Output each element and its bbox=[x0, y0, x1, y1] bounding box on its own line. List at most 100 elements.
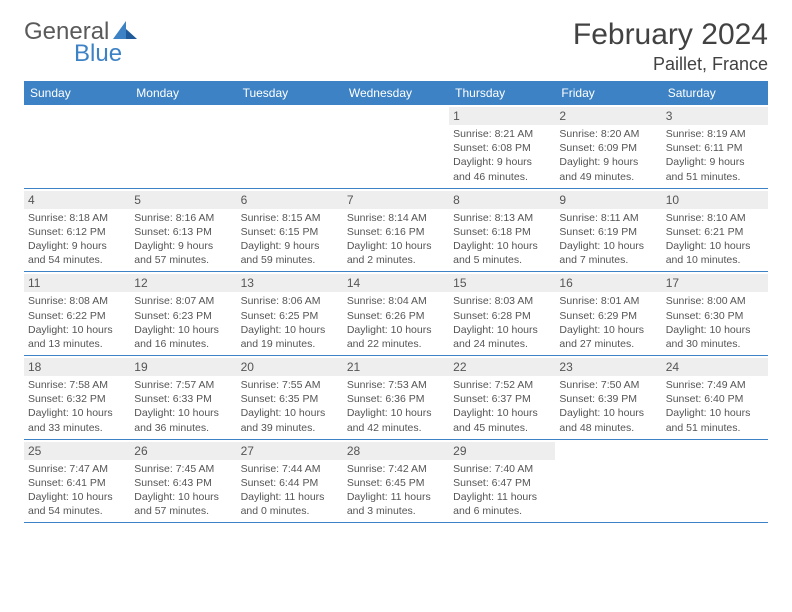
weekday-label: Wednesday bbox=[343, 81, 449, 105]
calendar-day-cell: 1 Sunrise: 8:21 AMSunset: 6:08 PMDaylight… bbox=[449, 105, 555, 188]
calendar-day-cell: 19 Sunrise: 7:57 AMSunset: 6:33 PMDayligh… bbox=[130, 356, 236, 439]
calendar-day-cell: 24Sunrise: 7:49 AMSunset: 6:40 PMDayligh… bbox=[662, 356, 768, 439]
weekday-label: Sunday bbox=[24, 81, 130, 105]
calendar-day-cell: 5 Sunrise: 8:16 AMSunset: 6:13 PMDaylight… bbox=[130, 189, 236, 272]
weekday-label: Monday bbox=[130, 81, 236, 105]
calendar-day-cell: 6 Sunrise: 8:15 AMSunset: 6:15 PMDaylight… bbox=[237, 189, 343, 272]
day-info: Sunrise: 7:58 AMSunset: 6:32 PMDaylight:… bbox=[28, 378, 126, 435]
day-number: 13 bbox=[237, 274, 343, 292]
day-info: Sunrise: 7:47 AMSunset: 6:41 PMDaylight:… bbox=[28, 462, 126, 519]
brand-logo: General Blue bbox=[24, 18, 139, 68]
calendar-empty-cell bbox=[555, 440, 661, 523]
calendar-empty-cell bbox=[130, 105, 236, 188]
calendar-day-cell: 11Sunrise: 8:08 AMSunset: 6:22 PMDayligh… bbox=[24, 272, 130, 355]
day-number: 22 bbox=[449, 358, 555, 376]
calendar-day-cell: 29 Sunrise: 7:40 AMSunset: 6:47 PMDayligh… bbox=[449, 440, 555, 523]
calendar-day-cell: 25 Sunrise: 7:47 AMSunset: 6:41 PMDayligh… bbox=[24, 440, 130, 523]
day-number: 3 bbox=[662, 107, 768, 125]
day-number: 11 bbox=[24, 274, 130, 292]
weekday-header-row: SundayMondayTuesdayWednesdayThursdayFrid… bbox=[24, 81, 768, 105]
day-info: Sunrise: 8:07 AMSunset: 6:23 PMDaylight:… bbox=[134, 294, 232, 351]
day-info: Sunrise: 8:19 AMSunset: 6:11 PMDaylight:… bbox=[666, 127, 764, 184]
weekday-label: Friday bbox=[555, 81, 661, 105]
day-info: Sunrise: 8:06 AMSunset: 6:25 PMDaylight:… bbox=[241, 294, 339, 351]
day-number: 28 bbox=[343, 442, 449, 460]
day-info: Sunrise: 7:42 AMSunset: 6:45 PMDaylight:… bbox=[347, 462, 445, 519]
day-number: 5 bbox=[130, 191, 236, 209]
day-number: 26 bbox=[130, 442, 236, 460]
calendar-day-cell: 14 Sunrise: 8:04 AMSunset: 6:26 PMDayligh… bbox=[343, 272, 449, 355]
day-info: Sunrise: 8:20 AMSunset: 6:09 PMDaylight:… bbox=[559, 127, 657, 184]
page-header: General Blue February 2024 Paillet, Fran… bbox=[24, 18, 768, 75]
day-info: Sunrise: 8:18 AMSunset: 6:12 PMDaylight:… bbox=[28, 211, 126, 268]
calendar-week-row: 1 Sunrise: 8:21 AMSunset: 6:08 PMDaylight… bbox=[24, 105, 768, 189]
day-number: 21 bbox=[343, 358, 449, 376]
calendar-day-cell: 21 Sunrise: 7:53 AMSunset: 6:36 PMDayligh… bbox=[343, 356, 449, 439]
day-info: Sunrise: 8:16 AMSunset: 6:13 PMDaylight:… bbox=[134, 211, 232, 268]
location-label: Paillet, France bbox=[573, 54, 768, 75]
calendar-day-cell: 18 Sunrise: 7:58 AMSunset: 6:32 PMDayligh… bbox=[24, 356, 130, 439]
calendar-day-cell: 16Sunrise: 8:01 AMSunset: 6:29 PMDayligh… bbox=[555, 272, 661, 355]
day-number: 1 bbox=[449, 107, 555, 125]
day-number: 2 bbox=[555, 107, 661, 125]
calendar-day-cell: 27Sunrise: 7:44 AMSunset: 6:44 PMDayligh… bbox=[237, 440, 343, 523]
calendar-day-cell: 12 Sunrise: 8:07 AMSunset: 6:23 PMDayligh… bbox=[130, 272, 236, 355]
calendar-empty-cell bbox=[662, 440, 768, 523]
day-number: 23 bbox=[555, 358, 661, 376]
day-info: Sunrise: 7:45 AMSunset: 6:43 PMDaylight:… bbox=[134, 462, 232, 519]
day-number: 17 bbox=[662, 274, 768, 292]
calendar-day-cell: 15Sunrise: 8:03 AMSunset: 6:28 PMDayligh… bbox=[449, 272, 555, 355]
day-number: 8 bbox=[449, 191, 555, 209]
day-number: 29 bbox=[449, 442, 555, 460]
day-number: 9 bbox=[555, 191, 661, 209]
day-number: 6 bbox=[237, 191, 343, 209]
weeks-container: 1 Sunrise: 8:21 AMSunset: 6:08 PMDaylight… bbox=[24, 105, 768, 523]
day-info: Sunrise: 8:15 AMSunset: 6:15 PMDaylight:… bbox=[241, 211, 339, 268]
day-number: 14 bbox=[343, 274, 449, 292]
day-number: 16 bbox=[555, 274, 661, 292]
day-info: Sunrise: 8:21 AMSunset: 6:08 PMDaylight:… bbox=[453, 127, 551, 184]
day-info: Sunrise: 7:52 AMSunset: 6:37 PMDaylight:… bbox=[453, 378, 551, 435]
day-number: 7 bbox=[343, 191, 449, 209]
calendar-day-cell: 9 Sunrise: 8:11 AMSunset: 6:19 PMDaylight… bbox=[555, 189, 661, 272]
day-info: Sunrise: 7:55 AMSunset: 6:35 PMDaylight:… bbox=[241, 378, 339, 435]
day-info: Sunrise: 7:50 AMSunset: 6:39 PMDaylight:… bbox=[559, 378, 657, 435]
calendar-day-cell: 17 Sunrise: 8:00 AMSunset: 6:30 PMDayligh… bbox=[662, 272, 768, 355]
day-number: 12 bbox=[130, 274, 236, 292]
calendar-day-cell: 26 Sunrise: 7:45 AMSunset: 6:43 PMDayligh… bbox=[130, 440, 236, 523]
day-info: Sunrise: 8:04 AMSunset: 6:26 PMDaylight:… bbox=[347, 294, 445, 351]
day-info: Sunrise: 8:00 AMSunset: 6:30 PMDaylight:… bbox=[666, 294, 764, 351]
day-number: 18 bbox=[24, 358, 130, 376]
day-info: Sunrise: 8:13 AMSunset: 6:18 PMDaylight:… bbox=[453, 211, 551, 268]
day-info: Sunrise: 7:40 AMSunset: 6:47 PMDaylight:… bbox=[453, 462, 551, 519]
weekday-label: Thursday bbox=[449, 81, 555, 105]
day-info: Sunrise: 8:14 AMSunset: 6:16 PMDaylight:… bbox=[347, 211, 445, 268]
day-number: 25 bbox=[24, 442, 130, 460]
day-number: 4 bbox=[24, 191, 130, 209]
calendar-week-row: 4 Sunrise: 8:18 AMSunset: 6:12 PMDaylight… bbox=[24, 189, 768, 273]
title-block: February 2024 Paillet, France bbox=[573, 18, 768, 75]
day-info: Sunrise: 7:53 AMSunset: 6:36 PMDaylight:… bbox=[347, 378, 445, 435]
day-number: 15 bbox=[449, 274, 555, 292]
calendar-empty-cell bbox=[343, 105, 449, 188]
calendar-page: General Blue February 2024 Paillet, Fran… bbox=[0, 0, 792, 541]
day-number: 19 bbox=[130, 358, 236, 376]
logo-block: General Blue bbox=[24, 18, 139, 68]
calendar-day-cell: 23 Sunrise: 7:50 AMSunset: 6:39 PMDayligh… bbox=[555, 356, 661, 439]
calendar-grid: SundayMondayTuesdayWednesdayThursdayFrid… bbox=[24, 81, 768, 523]
calendar-day-cell: 4 Sunrise: 8:18 AMSunset: 6:12 PMDaylight… bbox=[24, 189, 130, 272]
calendar-day-cell: 22 Sunrise: 7:52 AMSunset: 6:37 PMDayligh… bbox=[449, 356, 555, 439]
day-info: Sunrise: 7:44 AMSunset: 6:44 PMDaylight:… bbox=[241, 462, 339, 519]
calendar-empty-cell bbox=[237, 105, 343, 188]
weekday-label: Saturday bbox=[662, 81, 768, 105]
day-number: 10 bbox=[662, 191, 768, 209]
day-info: Sunrise: 8:11 AMSunset: 6:19 PMDaylight:… bbox=[559, 211, 657, 268]
calendar-day-cell: 2 Sunrise: 8:20 AMSunset: 6:09 PMDaylight… bbox=[555, 105, 661, 188]
calendar-day-cell: 8 Sunrise: 8:13 AMSunset: 6:18 PMDaylight… bbox=[449, 189, 555, 272]
day-info: Sunrise: 7:57 AMSunset: 6:33 PMDaylight:… bbox=[134, 378, 232, 435]
day-number: 24 bbox=[662, 358, 768, 376]
calendar-day-cell: 7 Sunrise: 8:14 AMSunset: 6:16 PMDaylight… bbox=[343, 189, 449, 272]
calendar-week-row: 25 Sunrise: 7:47 AMSunset: 6:41 PMDayligh… bbox=[24, 440, 768, 524]
calendar-week-row: 11Sunrise: 8:08 AMSunset: 6:22 PMDayligh… bbox=[24, 272, 768, 356]
calendar-day-cell: 20Sunrise: 7:55 AMSunset: 6:35 PMDayligh… bbox=[237, 356, 343, 439]
